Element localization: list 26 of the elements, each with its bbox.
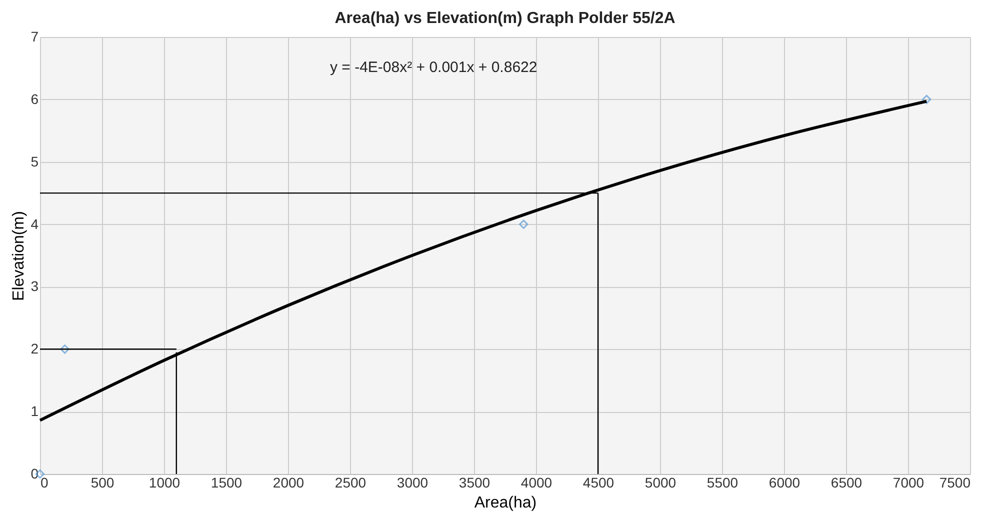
chart-title: Area(ha) vs Elevation(m) Graph Polder 55/2A bbox=[334, 10, 676, 27]
y-axis-title: Elevation(m) bbox=[10, 211, 28, 301]
x-tick-label: 6500 bbox=[830, 474, 862, 490]
x-tick-label: 2000 bbox=[272, 474, 304, 490]
x-tick-label: 5500 bbox=[706, 474, 738, 490]
x-tick-label: 3000 bbox=[396, 474, 428, 490]
x-tick-label: 7500 bbox=[939, 474, 971, 490]
y-tick-label: 5 bbox=[30, 153, 39, 170]
x-tick-label: 6000 bbox=[768, 474, 800, 490]
annotation: y = -4E-08x² + 0.001x + 0.8622 bbox=[330, 59, 538, 76]
x-axis-title: Area(ha) bbox=[474, 494, 537, 512]
x-tick-label: 1500 bbox=[210, 474, 242, 490]
y-tick-label: 1 bbox=[30, 403, 39, 420]
y-tick-label: 4 bbox=[30, 216, 39, 232]
x-tick-label: 2500 bbox=[334, 474, 366, 490]
y-tick-label: 3 bbox=[30, 278, 39, 294]
x-tick-label: 5000 bbox=[644, 474, 676, 490]
x-tick-label: 3500 bbox=[458, 474, 490, 490]
x-tick-label: 500 bbox=[90, 474, 114, 490]
y-tick-label: 7 bbox=[30, 28, 39, 44]
x-tick-label: 4500 bbox=[582, 474, 614, 490]
y-tick-label: 2 bbox=[30, 340, 39, 357]
x-tick-label: 1000 bbox=[148, 474, 180, 490]
x-tick-label: 7000 bbox=[892, 474, 924, 490]
x-tick-label: 4000 bbox=[520, 474, 552, 490]
y-tick-label: 6 bbox=[30, 90, 39, 107]
